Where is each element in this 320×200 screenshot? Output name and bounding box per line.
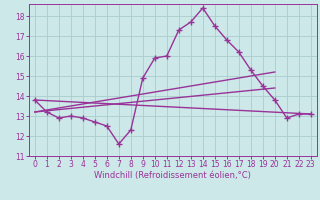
X-axis label: Windchill (Refroidissement éolien,°C): Windchill (Refroidissement éolien,°C) bbox=[94, 171, 251, 180]
